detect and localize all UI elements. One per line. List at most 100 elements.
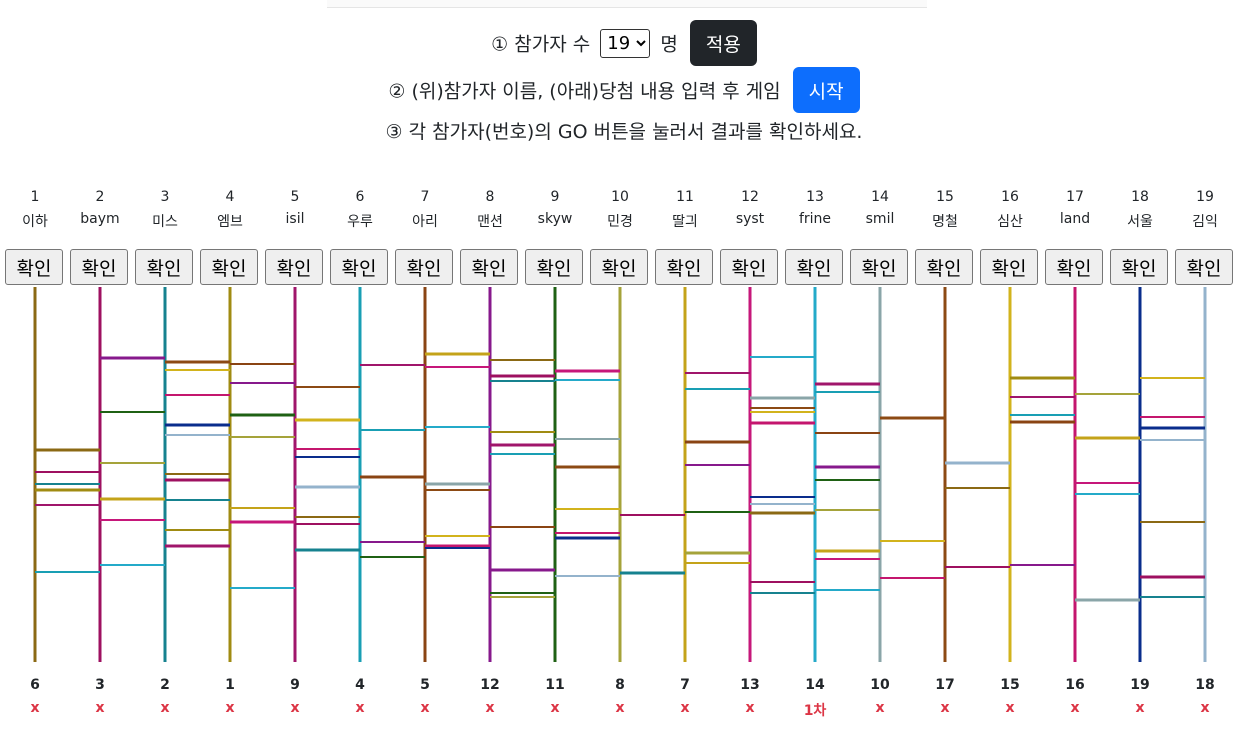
participant-number: 17 — [1066, 189, 1084, 205]
participant-number: 9 — [550, 189, 560, 205]
prize-label: x — [745, 700, 755, 716]
participant-number: 6 — [355, 189, 365, 205]
prize-label: x — [1070, 700, 1080, 716]
prize-label: x — [680, 700, 690, 716]
result-number: 16 — [1065, 677, 1085, 693]
step3-text: ③ 각 참가자(번호)의 GO 버튼을 눌러서 결과를 확인하세요. — [385, 121, 863, 143]
participant-name: frine — [798, 211, 832, 227]
participant-number: 4 — [225, 189, 235, 205]
prize-label: 1차 — [803, 703, 827, 719]
participant-name: skyw — [537, 211, 573, 227]
participant-number: 13 — [806, 189, 824, 205]
participant-name: smil — [865, 211, 895, 227]
participant-name: 김익 — [1192, 214, 1218, 230]
step1-suffix: 명 — [660, 33, 678, 56]
check-button[interactable]: 확인 — [850, 249, 908, 285]
participant-name: 엠브 — [217, 214, 243, 230]
participant-number: 12 — [741, 189, 759, 205]
start-button[interactable]: 시작 — [792, 67, 860, 113]
participant-name: 우루 — [347, 214, 373, 230]
result-number: 1 — [225, 677, 235, 693]
check-button[interactable]: 확인 — [265, 249, 323, 285]
check-button[interactable]: 확인 — [135, 249, 193, 285]
step2-row: ② (위)참가자 이름, (아래)당첨 내용 입력 후 게임 시작 — [0, 67, 1248, 113]
prize-label: x — [30, 700, 40, 716]
step3-row: ③ 각 참가자(번호)의 GO 버튼을 눌러서 결과를 확인하세요. — [0, 117, 1248, 143]
prize-label: x — [875, 700, 885, 716]
result-number: 6 — [30, 677, 40, 693]
participant-number: 3 — [160, 189, 170, 205]
result-number: 2 — [160, 677, 170, 693]
participant-number: 5 — [290, 189, 300, 205]
check-button[interactable]: 확인 — [785, 249, 843, 285]
step1-prefix: ① 참가자 수 — [491, 33, 591, 56]
prize-label: x — [1200, 700, 1210, 716]
check-button[interactable]: 확인 — [330, 249, 388, 285]
participant-name: 민경 — [607, 214, 633, 230]
result-number: 19 — [1130, 677, 1150, 693]
prize-label: x — [615, 700, 625, 716]
participant-count-select[interactable]: 19 — [600, 28, 651, 58]
result-number: 13 — [740, 677, 760, 693]
participant-number: 7 — [420, 189, 430, 205]
prize-label: x — [940, 700, 950, 716]
participant-number: 15 — [936, 189, 954, 205]
participant-name: 딸긔 — [672, 214, 698, 230]
check-button[interactable]: 확인 — [655, 249, 713, 285]
check-button[interactable]: 확인 — [395, 249, 453, 285]
prize-label: x — [160, 700, 170, 716]
check-button[interactable]: 확인 — [70, 249, 128, 285]
check-button[interactable]: 확인 — [460, 249, 518, 285]
result-number: 11 — [545, 677, 565, 693]
prize-label: x — [485, 700, 495, 716]
participant-name: baym — [80, 211, 120, 227]
participant-number: 2 — [95, 189, 105, 205]
result-number: 18 — [1195, 677, 1215, 693]
check-button[interactable]: 확인 — [1045, 249, 1103, 285]
check-button[interactable]: 확인 — [1175, 249, 1233, 285]
prize-label: x — [1135, 700, 1145, 716]
prize-label: x — [225, 700, 235, 716]
check-button[interactable]: 확인 — [915, 249, 973, 285]
result-number: 15 — [1000, 677, 1020, 693]
participant-number: 18 — [1131, 189, 1149, 205]
check-button[interactable]: 확인 — [200, 249, 258, 285]
participant-name: 서울 — [1127, 214, 1153, 230]
prize-label: x — [550, 700, 560, 716]
participant-number: 19 — [1196, 189, 1214, 205]
result-number: 7 — [680, 677, 690, 693]
participant-number: 14 — [871, 189, 889, 205]
result-number: 8 — [615, 677, 625, 693]
participant-name: 명철 — [932, 214, 958, 230]
participant-name: 이하 — [22, 214, 48, 230]
check-button[interactable]: 확인 — [5, 249, 63, 285]
check-button[interactable]: 확인 — [720, 249, 778, 285]
check-button[interactable]: 확인 — [590, 249, 648, 285]
prize-label: x — [290, 700, 300, 716]
participant-name: 맨션 — [477, 214, 503, 230]
participant-name: 미스 — [152, 214, 178, 230]
result-number: 17 — [935, 677, 955, 693]
step2-text: ② (위)참가자 이름, (아래)당첨 내용 입력 후 게임 — [388, 80, 781, 103]
top-bar — [327, 0, 927, 8]
prize-label: x — [355, 700, 365, 716]
result-number: 3 — [95, 677, 105, 693]
participant-number: 8 — [485, 189, 495, 205]
result-number: 9 — [290, 677, 300, 693]
result-number: 12 — [480, 677, 500, 693]
participant-number: 10 — [611, 189, 629, 205]
step1-row: ① 참가자 수 19 명 적용 — [0, 20, 1248, 66]
participant-name: isil — [285, 211, 305, 227]
participant-name: syst — [735, 211, 765, 227]
check-button[interactable]: 확인 — [525, 249, 583, 285]
participant-number: 1 — [30, 189, 40, 205]
prize-label: x — [95, 700, 105, 716]
check-button[interactable]: 확인 — [980, 249, 1038, 285]
participant-number: 16 — [1001, 189, 1019, 205]
participant-name: land — [1059, 211, 1091, 227]
prize-label: x — [420, 700, 430, 716]
check-button[interactable]: 확인 — [1110, 249, 1168, 285]
apply-button[interactable]: 적용 — [689, 20, 757, 66]
result-number: 4 — [355, 677, 365, 693]
